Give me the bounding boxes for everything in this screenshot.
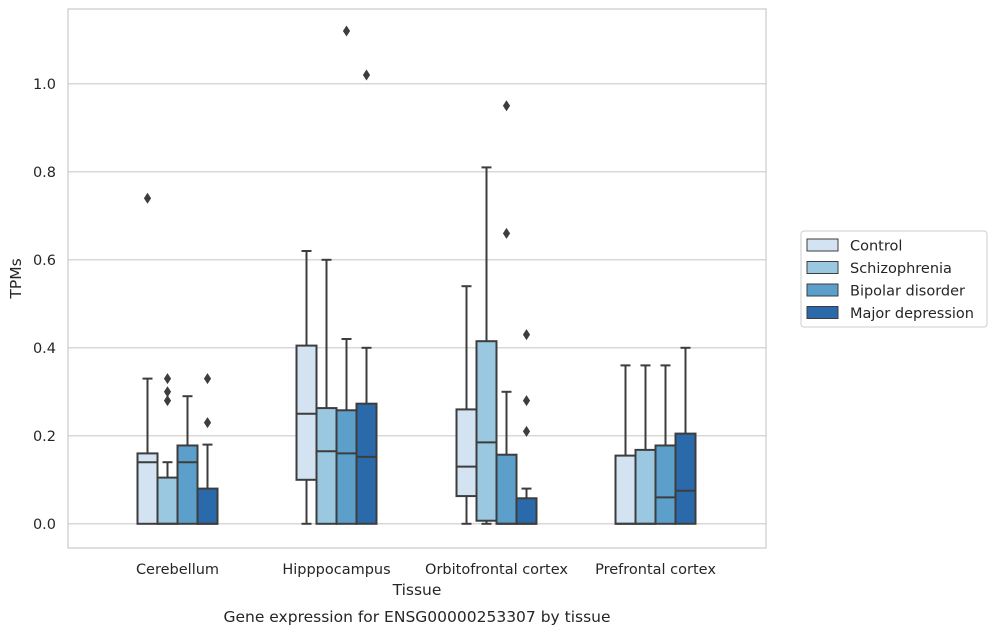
y-tick-label: 0.8 [33,165,56,181]
outlier-point [522,395,531,407]
legend-swatch [806,306,839,319]
outlier-point [203,417,212,429]
box-body [156,476,179,525]
legend: Control Schizophrenia Bipolar disorder Majo… [800,230,988,328]
box-control [455,285,478,525]
legend-frame [800,230,988,328]
box-body [515,497,538,525]
box-body [634,448,657,525]
outlier-point [522,425,531,437]
box-major-depression [515,329,538,525]
x-tick-labels: Cerebellum Hipppocampus Orbitofrontal cort… [136,562,716,578]
box-body [455,408,478,498]
box-body [355,402,378,525]
box-body [315,407,338,525]
x-tick-label: Hipppocampus [282,562,390,578]
box-schizophrenia [315,258,338,525]
box-bipolar-disorder [654,364,677,525]
outlier-point [143,192,152,204]
legend-label: Schizophrenia [850,261,952,277]
x-tick-label: Prefrontal cortex [595,562,716,578]
plot-frame [67,8,767,549]
box-control [136,192,159,525]
x-tick-label: Orbitofrontal cortex [425,562,568,578]
legend-item: Bipolar disorder [806,283,965,300]
outlier-point [203,373,212,385]
legend-swatch [806,261,839,274]
y-tick-label: 0.0 [33,517,56,533]
box-bipolar-disorder [176,395,199,525]
outlier-point [163,373,172,385]
x-axis-label: Tissue [392,581,442,599]
legend-swatch [806,283,839,297]
x-tick-label: Cerebellum [136,562,219,578]
y-tick-label: 0.6 [33,253,56,269]
box-body [335,409,358,525]
outlier-point [163,386,172,398]
legend-item: Control [806,238,902,255]
box-body [176,444,199,525]
box-body [654,444,677,525]
outlier-point [502,227,511,239]
box-schizophrenia [156,373,179,525]
outlier-point [502,100,511,112]
outlier-point [362,69,371,81]
legend-label: Bipolar disorder [850,284,965,300]
box-control [614,364,637,525]
y-tick-label: 0.2 [33,429,56,445]
box-body [614,454,637,525]
outlier-point [522,329,531,341]
y-tick-label: 0.4 [33,341,56,357]
box-body [475,340,498,522]
box-schizophrenia [634,364,657,525]
box-body [674,432,697,525]
legend-label: Control [850,239,902,255]
y-tick-label: 1.0 [33,77,56,93]
legend-item: Major depression [806,306,974,322]
box-body [495,453,518,525]
y-axis-label: TPMs [7,258,25,299]
y-tick-labels: 0.0 0.2 0.4 0.6 0.8 1.0 [33,77,56,533]
chart-caption: Gene expression for ENSG00000253307 by t… [223,608,610,626]
box-bipolar-disorder [495,100,518,525]
box-body [295,344,318,481]
outlier-point [342,25,351,37]
legend-label: Major depression [850,306,974,322]
box-major-depression [196,373,219,525]
box-body [196,487,219,525]
box-schizophrenia [475,166,498,525]
boxes-layer [136,25,697,525]
legend-swatch [806,238,839,252]
box-major-depression [674,346,697,525]
outlier-point [163,395,172,407]
box-major-depression [355,69,378,525]
legend-item: Schizophrenia [806,261,952,277]
box-body [136,452,159,525]
